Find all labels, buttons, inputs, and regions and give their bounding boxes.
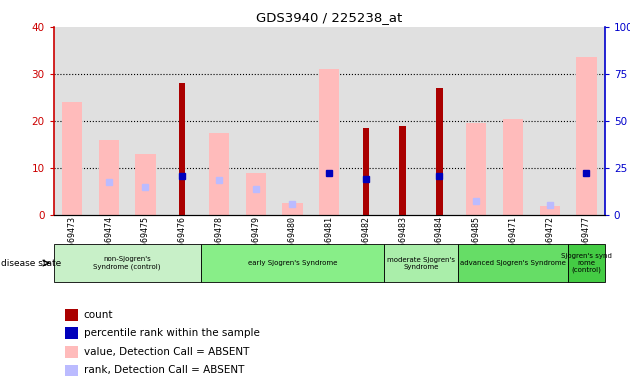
Bar: [65, 346, 78, 358]
Bar: [65, 309, 78, 321]
Bar: [384, 244, 458, 282]
Text: disease state: disease state: [1, 258, 61, 268]
Text: value, Detection Call = ABSENT: value, Detection Call = ABSENT: [84, 347, 249, 357]
Text: moderate Sjogren's
Syndrome: moderate Sjogren's Syndrome: [387, 257, 455, 270]
Bar: [200, 244, 384, 282]
Text: rank, Detection Call = ABSENT: rank, Detection Call = ABSENT: [84, 366, 244, 376]
Text: percentile rank within the sample: percentile rank within the sample: [84, 328, 260, 338]
Bar: [282, 203, 302, 215]
Text: advanced Sjogren's Syndrome: advanced Sjogren's Syndrome: [460, 260, 566, 266]
Bar: [466, 123, 486, 215]
Bar: [576, 58, 597, 215]
Bar: [436, 88, 443, 215]
Bar: [98, 140, 119, 215]
Bar: [503, 119, 523, 215]
Bar: [65, 364, 78, 376]
Bar: [209, 133, 229, 215]
Bar: [539, 206, 560, 215]
Bar: [246, 173, 266, 215]
Text: non-Sjogren's
Syndrome (control): non-Sjogren's Syndrome (control): [93, 256, 161, 270]
Bar: [62, 102, 82, 215]
Bar: [179, 83, 185, 215]
Bar: [568, 244, 605, 282]
Bar: [399, 126, 406, 215]
Bar: [65, 328, 78, 339]
Bar: [458, 244, 568, 282]
Text: count: count: [84, 310, 113, 320]
Bar: [54, 244, 200, 282]
Bar: [319, 69, 340, 215]
Title: GDS3940 / 225238_at: GDS3940 / 225238_at: [256, 11, 403, 24]
Bar: [363, 128, 369, 215]
Bar: [135, 154, 156, 215]
Text: early Sjogren's Syndrome: early Sjogren's Syndrome: [248, 260, 337, 266]
Text: Sjogren's synd
rome
(control): Sjogren's synd rome (control): [561, 253, 612, 273]
